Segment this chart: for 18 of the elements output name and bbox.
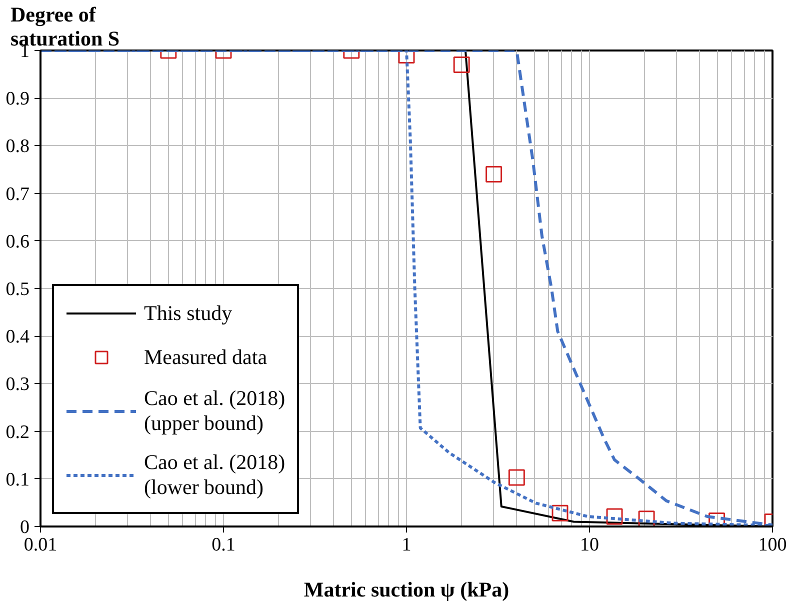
x-tick-label: 0.1	[212, 534, 236, 556]
y-tick-label: 0.1	[6, 469, 30, 490]
x-tick-label: 100	[758, 534, 787, 556]
y-tick-label: 0.8	[6, 136, 30, 158]
legend-label: Cao et al. (2018) (lower bound)	[144, 450, 286, 500]
legend-label: Cao et al. (2018) (upper bound)	[144, 386, 286, 436]
y-tick-label: 0.2	[6, 422, 30, 443]
y-tick-label: 0.3	[6, 374, 30, 396]
x-tick-label: 1	[402, 534, 412, 556]
y-tick-label: 0.9	[6, 88, 30, 110]
y-tick-label: 0.6	[6, 231, 30, 252]
y-tick-label: 0.7	[6, 184, 30, 205]
x-axis-title: Matric suction ψ (kPa)	[304, 578, 510, 602]
x-tick-label: 10	[580, 534, 599, 556]
legend-label: Measured data	[144, 344, 268, 370]
y-tick-label: 0.4	[6, 326, 30, 348]
y-tick-label: 0.5	[6, 279, 30, 300]
legend-label: This study	[144, 300, 232, 326]
